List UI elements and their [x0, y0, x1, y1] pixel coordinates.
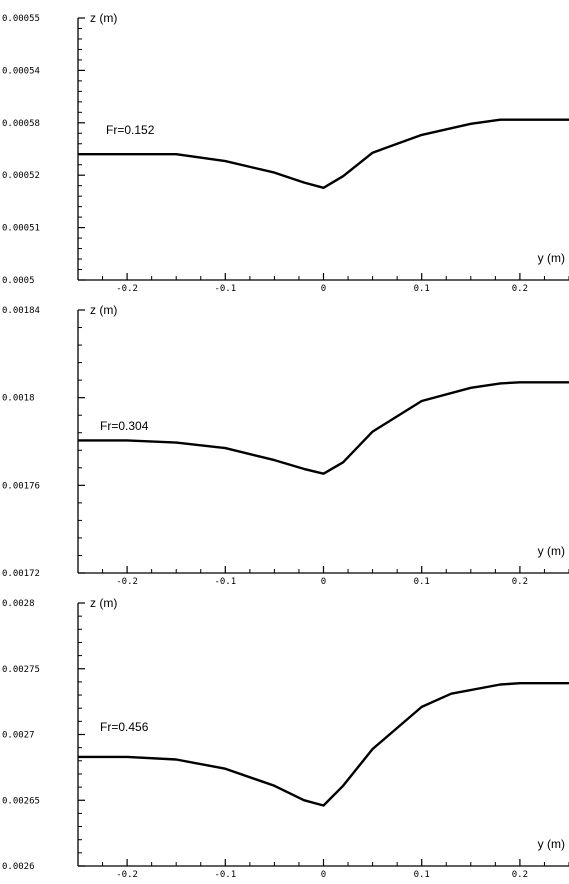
x-tick-label: -0.1 — [214, 577, 236, 587]
x-tick-label: -0.1 — [214, 284, 236, 294]
x-tick-label: 0.2 — [512, 870, 528, 880]
y-axis-label: z (m) — [90, 11, 117, 25]
x-tick-label: 0.1 — [414, 870, 430, 880]
y-tick-label: 0.0026 — [2, 862, 35, 872]
x-tick-label: 0.2 — [512, 284, 528, 294]
y-tick-label: 0.00052 — [2, 171, 40, 181]
x-tick-label: -0.1 — [214, 870, 236, 880]
series-line — [78, 682, 569, 807]
x-axis-label: y (m) — [538, 837, 565, 851]
y-tick-label: 0.00058 — [2, 119, 40, 129]
y-tick-label: 0.00265 — [2, 796, 40, 806]
y-tick-label: 0.0018 — [2, 394, 35, 404]
x-tick-label: 0.1 — [414, 284, 430, 294]
x-tick-label: 0 — [321, 577, 326, 587]
series-line — [78, 381, 569, 475]
x-axis-label: y (m) — [538, 544, 565, 558]
x-tick-label: -0.2 — [116, 577, 138, 587]
y-axis-label: z (m) — [90, 303, 117, 317]
x-tick-label: 0 — [321, 284, 326, 294]
froude-annotation: Fr=0.456 — [100, 720, 149, 734]
y-tick-label: 0.0027 — [2, 731, 35, 741]
x-axis-label: y (m) — [538, 251, 565, 265]
y-axis-label: z (m) — [90, 596, 117, 610]
y-tick-label: 0.00184 — [2, 306, 40, 316]
y-tick-label: 0.0005 — [2, 276, 35, 286]
x-tick-label: 0 — [321, 870, 326, 880]
froude-annotation: Fr=0.304 — [100, 419, 149, 433]
froude-annotation: Fr=0.152 — [106, 123, 155, 137]
y-tick-label: 0.00176 — [2, 481, 40, 491]
y-tick-label: 0.00054 — [2, 66, 40, 76]
y-tick-label: 0.00275 — [2, 665, 40, 675]
y-tick-label: 0.00051 — [2, 224, 40, 234]
x-tick-label: 0.1 — [414, 577, 430, 587]
y-tick-label: 0.00055 — [2, 14, 40, 24]
y-tick-label: 0.0028 — [2, 599, 35, 609]
y-tick-label: 0.00172 — [2, 569, 40, 579]
series-line — [78, 118, 569, 190]
x-tick-label: 0.2 — [512, 577, 528, 587]
x-tick-label: -0.2 — [116, 870, 138, 880]
x-tick-label: -0.2 — [116, 284, 138, 294]
